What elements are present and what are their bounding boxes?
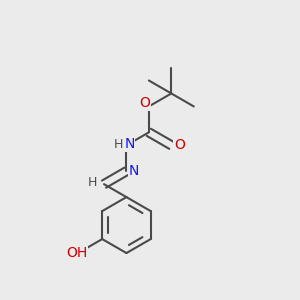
Text: N: N	[124, 137, 135, 152]
Text: N: N	[129, 164, 139, 178]
Text: O: O	[174, 138, 185, 152]
Text: H: H	[88, 176, 98, 189]
Text: H: H	[113, 138, 123, 151]
Text: OH: OH	[66, 247, 88, 260]
Text: O: O	[140, 97, 151, 110]
